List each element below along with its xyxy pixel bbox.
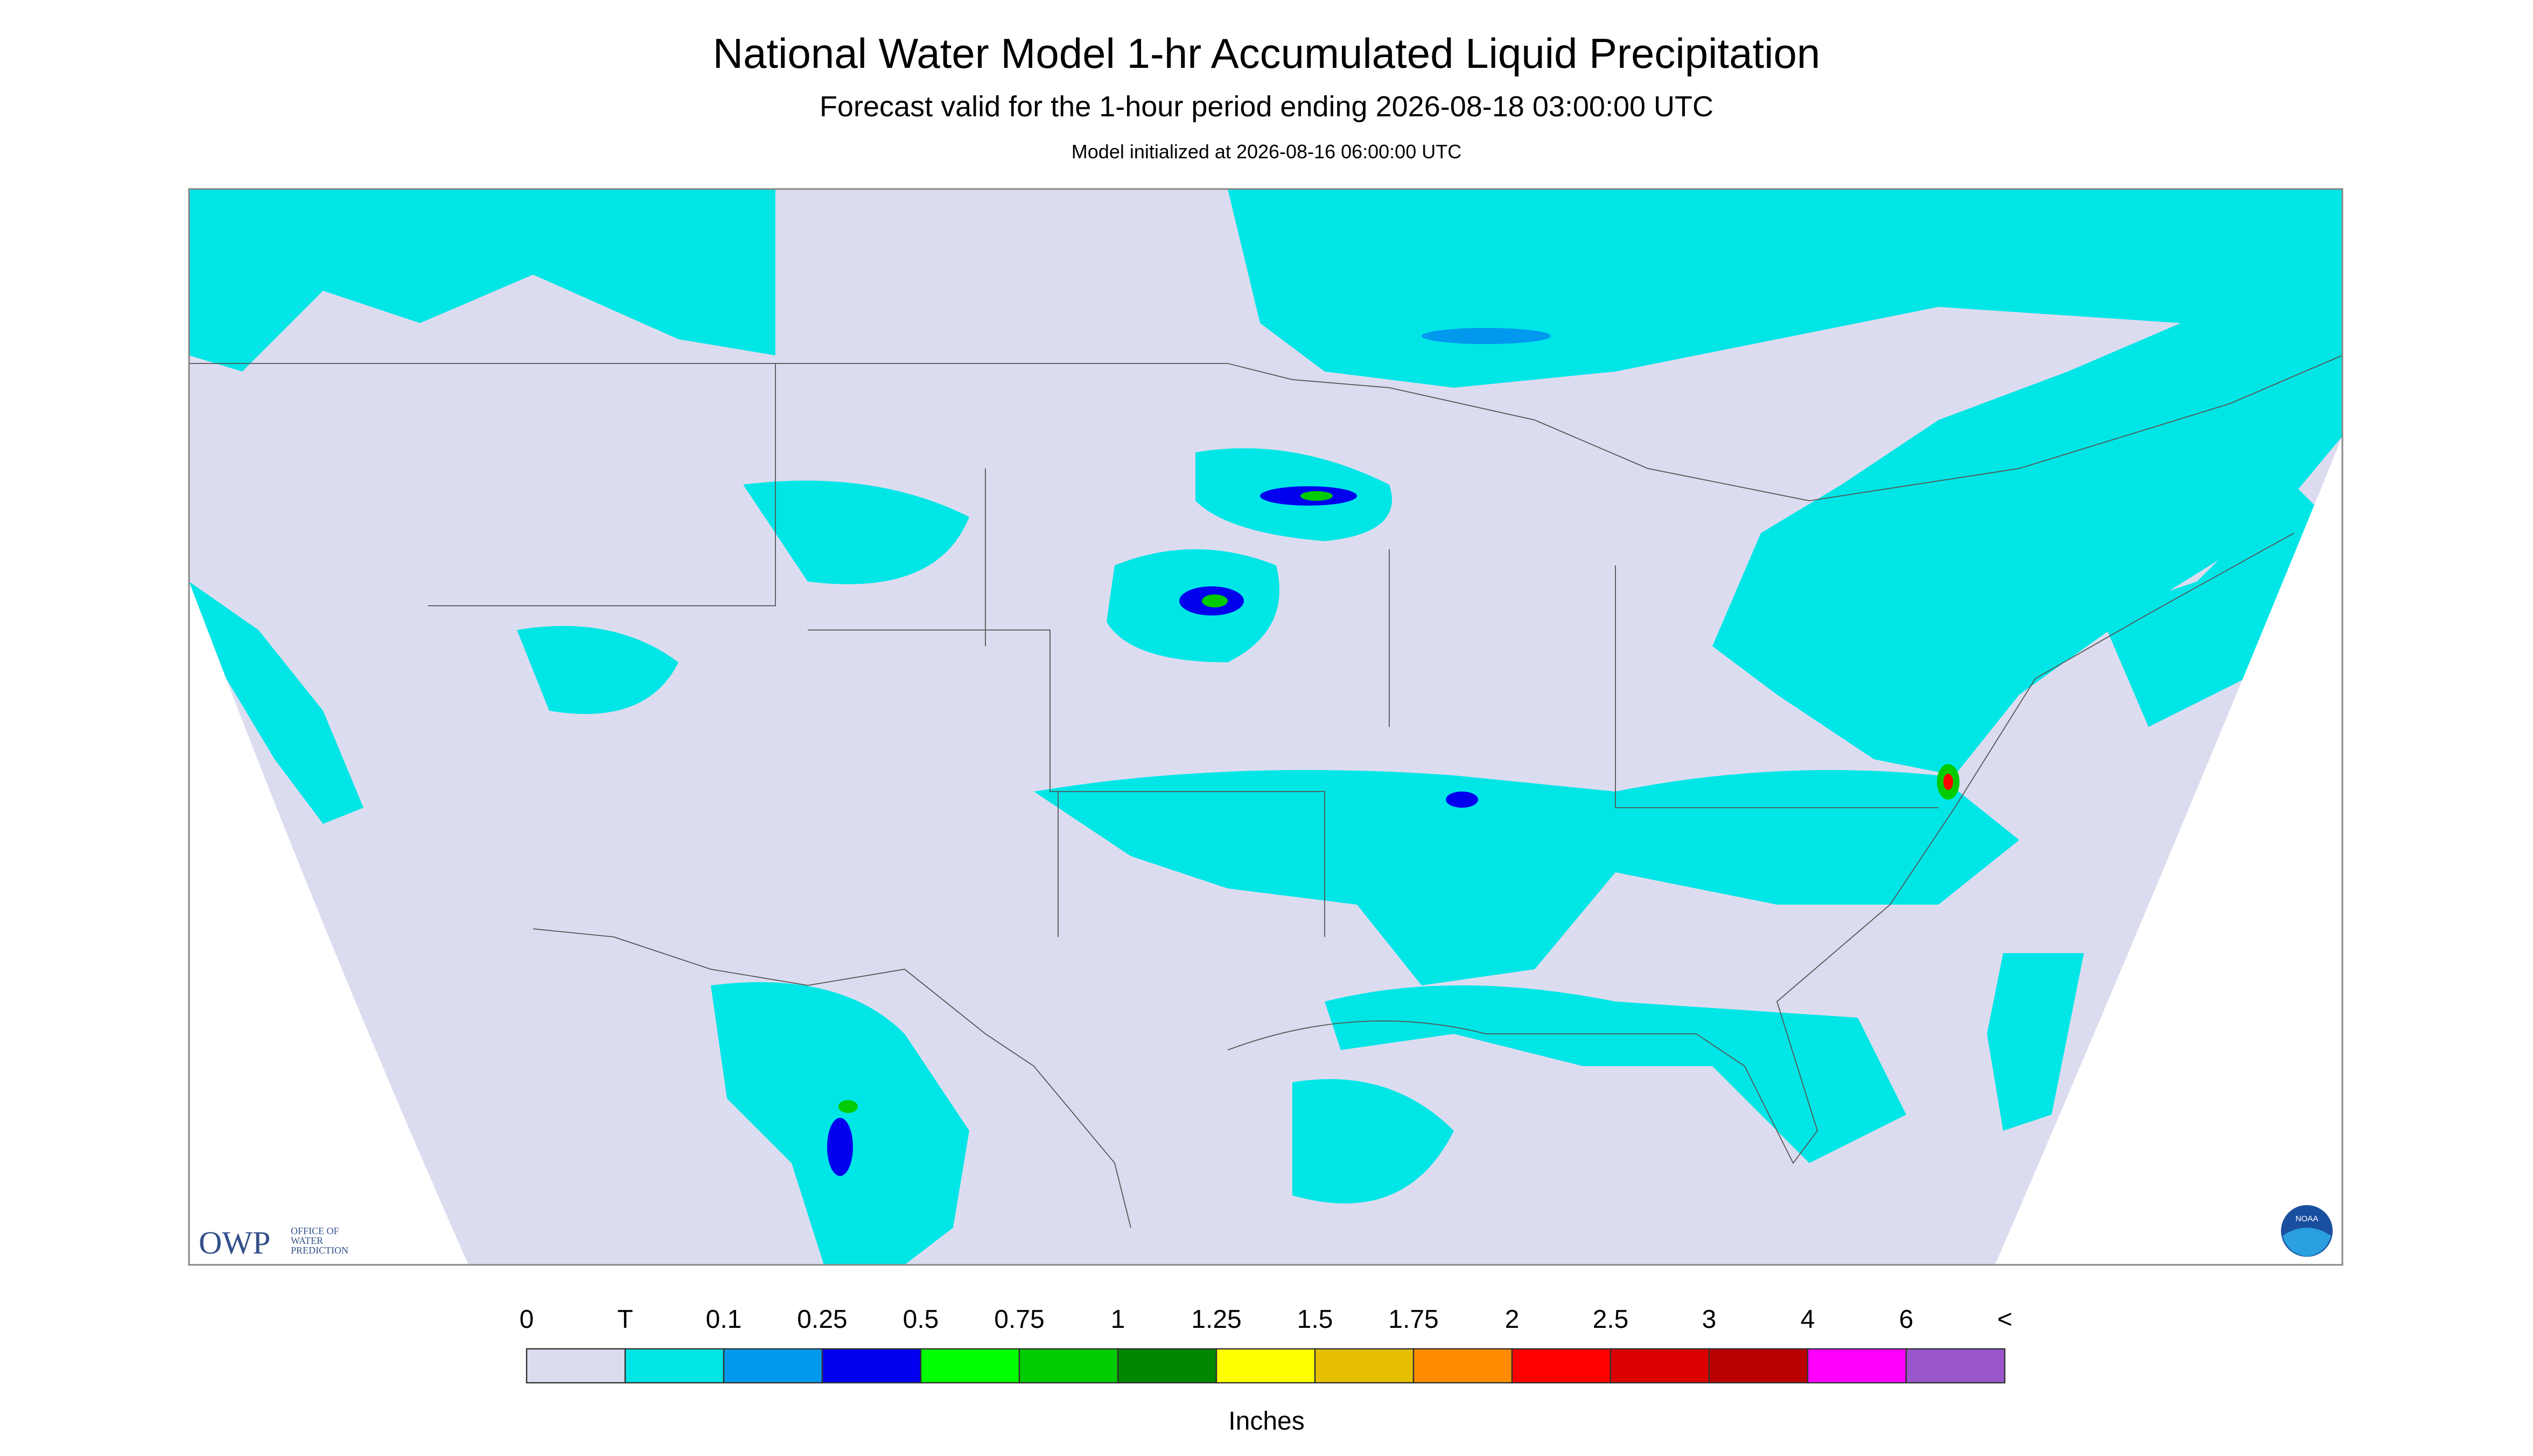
legend-swatch: [1018, 1348, 1119, 1384]
legend-label: <: [1997, 1305, 2012, 1334]
legend-label: 0: [520, 1305, 534, 1334]
init-note: Model initialized at 2026-08-16 06:00:00…: [1072, 141, 1461, 163]
legend-label: 0.25: [797, 1305, 847, 1334]
heavy-cell: [1300, 491, 1333, 501]
legend-swatch: [1215, 1348, 1316, 1384]
precip-area: [743, 480, 969, 585]
noaa-logo-text: NOAA: [2296, 1214, 2319, 1223]
legend: 0 T 0.1 0.25 0.5 0.75 1 1.25 1.5 1.75 2 2.5 3 4 6 <: [520, 1305, 2012, 1384]
border-line: [533, 928, 1131, 1228]
borders: [189, 355, 2343, 1228]
title: National Water Model 1-hr Accumulated Li…: [713, 30, 1821, 77]
owp-logo-text: OFFICE OF: [291, 1226, 339, 1236]
legend-swatch: [1807, 1348, 1907, 1384]
legend-label: 1.75: [1388, 1305, 1438, 1334]
projection-edge: [189, 582, 468, 1265]
legend-label: 2: [1505, 1305, 1520, 1334]
noaa-logo-wave: [2283, 1228, 2331, 1257]
legend-swatch: [821, 1348, 922, 1384]
border-line: [189, 355, 2343, 501]
legend-label: T: [617, 1305, 633, 1334]
legend-swatch: [624, 1348, 725, 1384]
legend-unit: Inches: [1228, 1407, 1304, 1436]
legend-label: 4: [1801, 1305, 1815, 1334]
precip-area: [1034, 770, 2019, 986]
precip-area: [189, 582, 363, 824]
heavy-cells: [827, 328, 1960, 1177]
border-line: [428, 363, 1939, 937]
precip-area: [189, 189, 775, 372]
legend-label: 0.75: [994, 1305, 1044, 1334]
heavy-cell: [1202, 594, 1228, 608]
legend-swatch: [1117, 1348, 1217, 1384]
precip-area: [2100, 485, 2326, 727]
legend-swatch: [1610, 1348, 1710, 1384]
owp-logo-text: WATER: [291, 1235, 323, 1246]
subtitle: Forecast valid for the 1-hour period end…: [820, 90, 1713, 123]
heavy-cell: [827, 1118, 853, 1177]
precip-area: [517, 626, 678, 715]
heavy-cell: [1446, 792, 1478, 808]
legend-label: 3: [1702, 1305, 1717, 1334]
map-frame: [188, 188, 2343, 1266]
legend-swatch: [723, 1348, 823, 1384]
projection-edge: [1995, 436, 2342, 1265]
legend-label: 1: [1111, 1305, 1125, 1334]
legend-label: 1.25: [1191, 1305, 1241, 1334]
border-line: [1227, 533, 2294, 1164]
legend-swatch: [1511, 1348, 1612, 1384]
heavy-cell: [838, 1100, 858, 1114]
legend-swatch: [920, 1348, 1020, 1384]
legend-label: 2.5: [1593, 1305, 1629, 1334]
legend-swatch: [1412, 1348, 1513, 1384]
legend-swatch: [1314, 1348, 1415, 1384]
precip-area: [1292, 1079, 1454, 1204]
heavy-cell: [1422, 328, 1551, 345]
legend-swatch: [1708, 1348, 1809, 1384]
precip-area: [1987, 953, 2084, 1131]
legend-label: 0.5: [903, 1305, 939, 1334]
legend-label: 6: [1899, 1305, 1914, 1334]
legend-label: 1.5: [1297, 1305, 1333, 1334]
legend-swatch: [526, 1348, 626, 1384]
legend-swatch: [1905, 1348, 2006, 1384]
heavy-cell: [1943, 774, 1953, 790]
map: OWP OFFICE OF WATER PREDICTION NOAA: [188, 188, 2343, 1266]
legend-label: 0.1: [706, 1305, 742, 1334]
owp-logo-text: PREDICTION: [291, 1245, 348, 1256]
owp-logo: OWP: [199, 1225, 270, 1261]
